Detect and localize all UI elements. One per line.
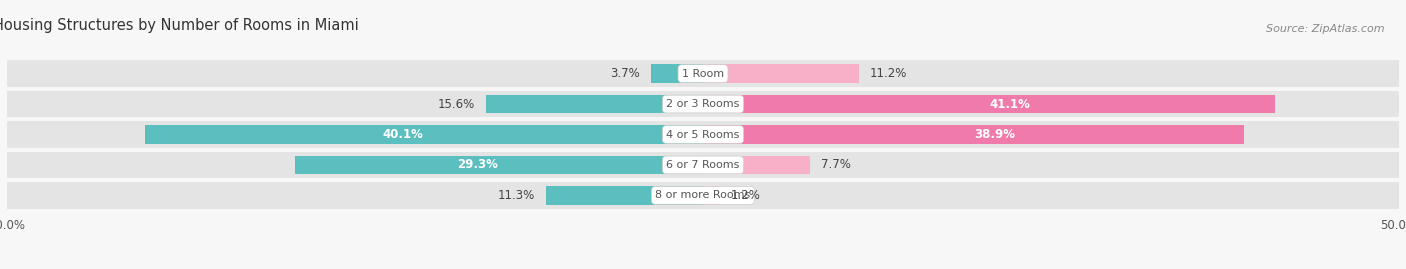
Text: 40.1%: 40.1% (382, 128, 423, 141)
Bar (145, 125, 703, 144)
Text: 4 or 5 Rooms: 4 or 5 Rooms (666, 129, 740, 140)
Bar (703, 95, 1275, 114)
Text: Housing Structures by Number of Rooms in Miami: Housing Structures by Number of Rooms in… (0, 18, 359, 33)
Text: Source: ZipAtlas.com: Source: ZipAtlas.com (1267, 24, 1385, 34)
Text: 8 or more Rooms: 8 or more Rooms (655, 190, 751, 200)
Text: 38.9%: 38.9% (974, 128, 1015, 141)
Bar (703, 186, 720, 205)
Bar (703, 125, 1244, 144)
Bar (7, 91, 1399, 118)
Bar (546, 186, 703, 205)
Text: 1.2%: 1.2% (731, 189, 761, 202)
Bar (7, 121, 1399, 148)
Text: 6 or 7 Rooms: 6 or 7 Rooms (666, 160, 740, 170)
Text: 3.7%: 3.7% (610, 67, 640, 80)
Text: 1 Room: 1 Room (682, 69, 724, 79)
Bar (7, 60, 1399, 87)
Bar (7, 182, 1399, 209)
Text: 11.2%: 11.2% (870, 67, 907, 80)
Bar (7, 151, 1399, 178)
Text: 7.7%: 7.7% (821, 158, 851, 171)
Text: 29.3%: 29.3% (457, 158, 498, 171)
Bar (651, 64, 703, 83)
Bar (295, 155, 703, 174)
Bar (703, 64, 859, 83)
Text: 41.1%: 41.1% (990, 98, 1031, 111)
Text: 15.6%: 15.6% (437, 98, 475, 111)
Text: 2 or 3 Rooms: 2 or 3 Rooms (666, 99, 740, 109)
Text: 11.3%: 11.3% (498, 189, 534, 202)
Bar (486, 95, 703, 114)
Bar (703, 155, 810, 174)
